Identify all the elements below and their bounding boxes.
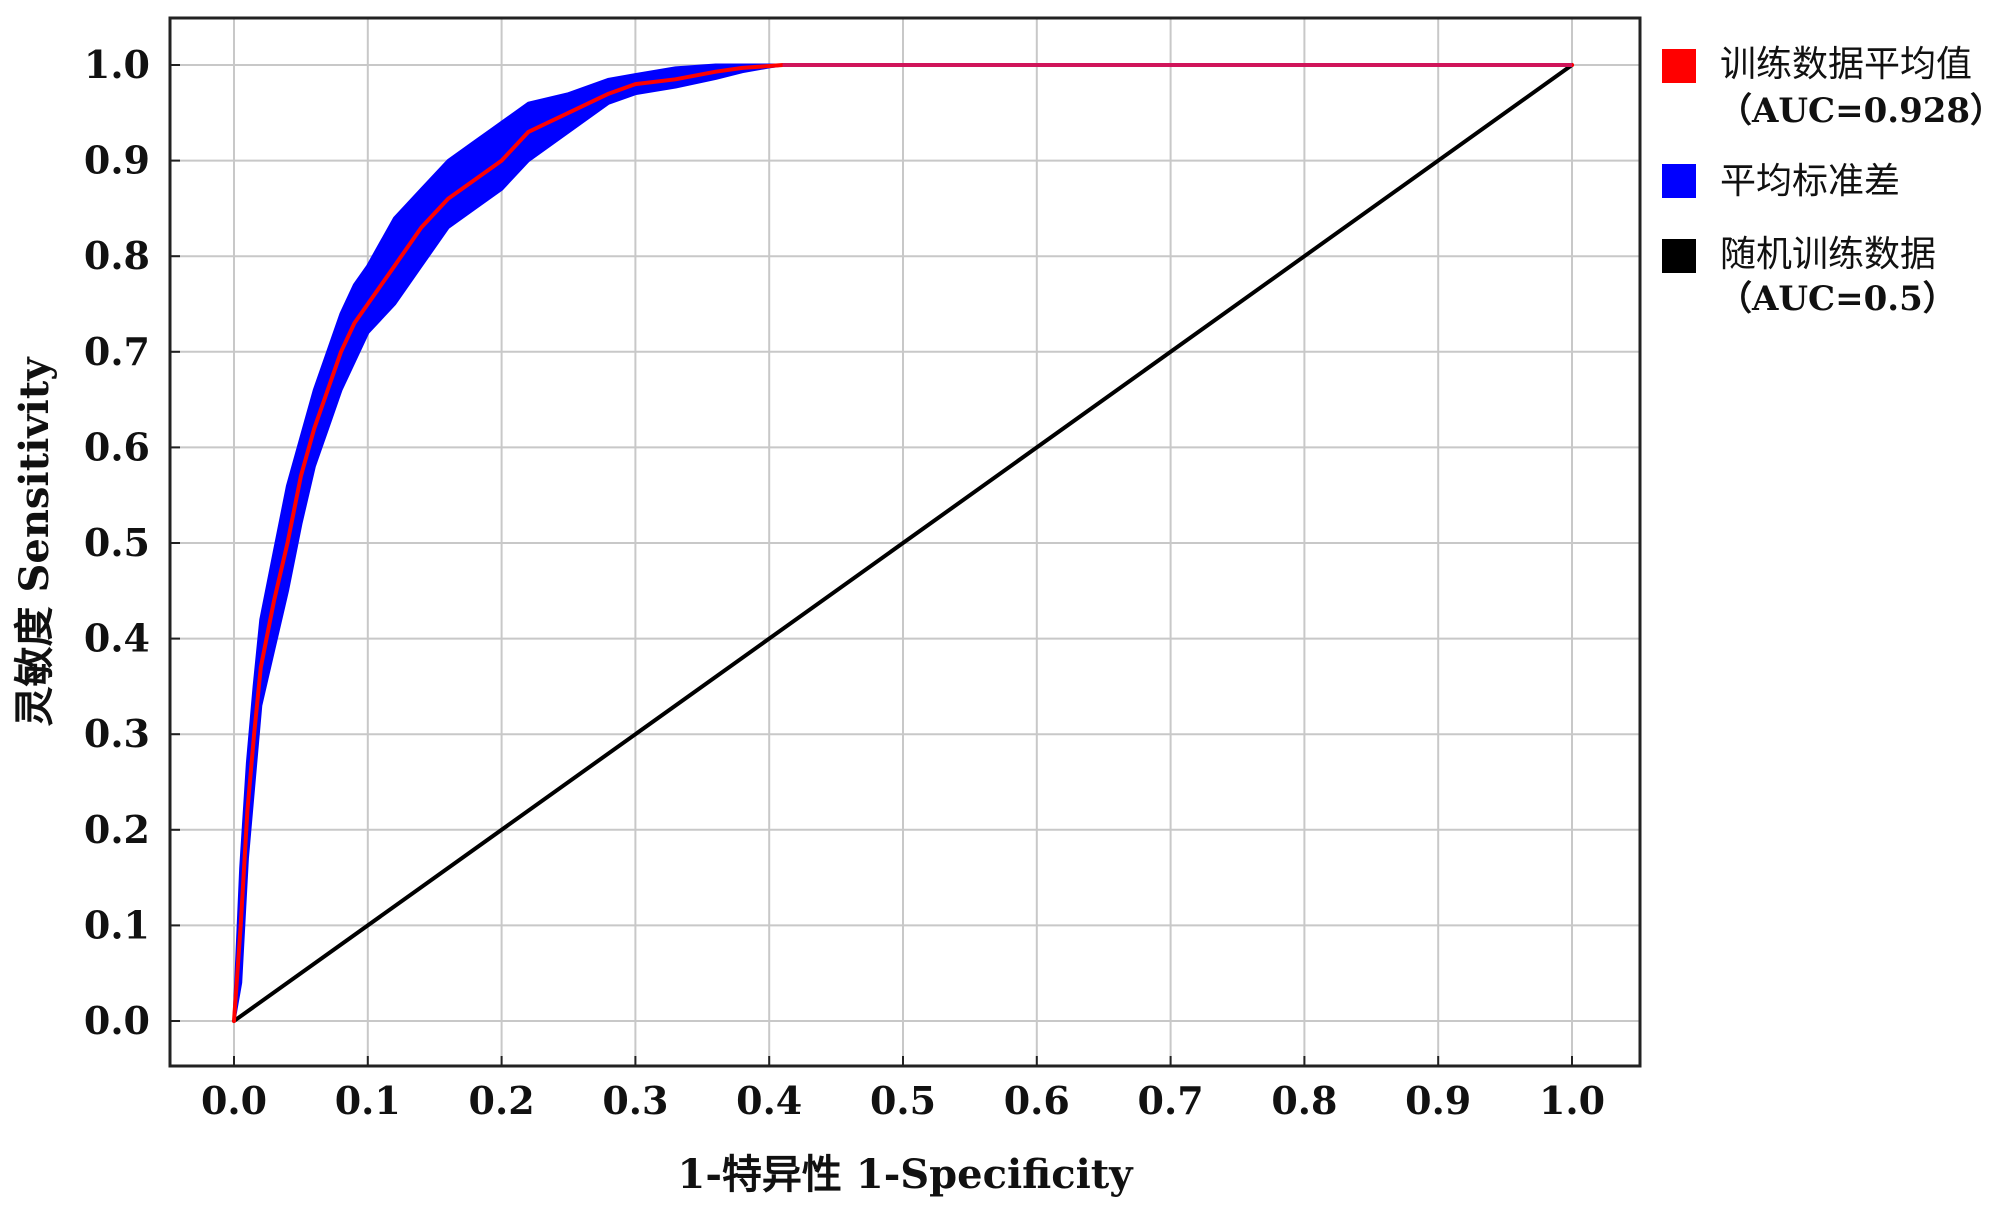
legend-auc-label: （AUC=0.5） xyxy=(1718,279,1957,319)
x-tick-label: 0.9 xyxy=(1405,1078,1471,1123)
x-tick-label: 0.3 xyxy=(602,1078,668,1123)
y-tick-label: 0.1 xyxy=(84,902,150,947)
legend-swatch xyxy=(1662,239,1696,273)
x-tick-label: 0.1 xyxy=(335,1078,401,1123)
legend-swatch xyxy=(1662,49,1696,83)
x-tick-label: 1.0 xyxy=(1539,1078,1605,1123)
mean-roc-line xyxy=(232,63,1574,1023)
x-axis-label: 1-特异性 1-Specificity xyxy=(678,1151,1135,1198)
x-tick-label: 0.0 xyxy=(201,1078,267,1123)
x-tick-label: 0.2 xyxy=(469,1078,535,1123)
y-tick-label: 1.0 xyxy=(84,42,150,87)
y-tick-label: 0.8 xyxy=(84,233,150,278)
y-tick-label: 0.4 xyxy=(84,616,150,661)
legend-entry: 平均标准差 xyxy=(1662,161,1900,202)
random-diagonal-line xyxy=(232,63,1574,1023)
y-tick-label: 0.2 xyxy=(84,807,150,852)
tick-layer: 0.0 0.1 0.2 0.3 0.4 0.5 0.6 0.7 0.8 0.9 1.0 0.0 0.1 0… xyxy=(84,42,1605,1123)
legend-swatch xyxy=(1662,164,1696,198)
x-tick-label: 0.5 xyxy=(870,1078,936,1123)
x-tick-label: 0.7 xyxy=(1138,1078,1204,1123)
y-tick-label: 0.7 xyxy=(84,329,150,374)
y-axis-label: 灵敏度 Sensitivity xyxy=(11,356,58,727)
legend-auc-label: （AUC=0.928） xyxy=(1718,91,2000,131)
y-tick-label: 0.3 xyxy=(84,711,150,756)
legend-label: 随机训练数据 xyxy=(1720,234,1936,275)
y-tick-label: 0.5 xyxy=(84,520,150,565)
legend-entry: 训练数据平均值 （AUC=0.928） xyxy=(1662,44,2000,131)
x-tick-label: 0.4 xyxy=(736,1078,802,1123)
x-tick-label: 0.6 xyxy=(1004,1078,1070,1123)
legend-label: 平均标准差 xyxy=(1720,161,1900,202)
x-tick-label: 0.8 xyxy=(1271,1078,1337,1123)
series-line-layer xyxy=(232,63,1574,1023)
y-tick-label: 0.9 xyxy=(84,138,150,183)
legend-label: 训练数据平均值 xyxy=(1720,44,1972,85)
y-tick-label: 0.0 xyxy=(84,998,150,1043)
y-tick-label: 0.6 xyxy=(84,424,150,469)
legend-entry: 随机训练数据（AUC=0.5） xyxy=(1662,234,1957,319)
